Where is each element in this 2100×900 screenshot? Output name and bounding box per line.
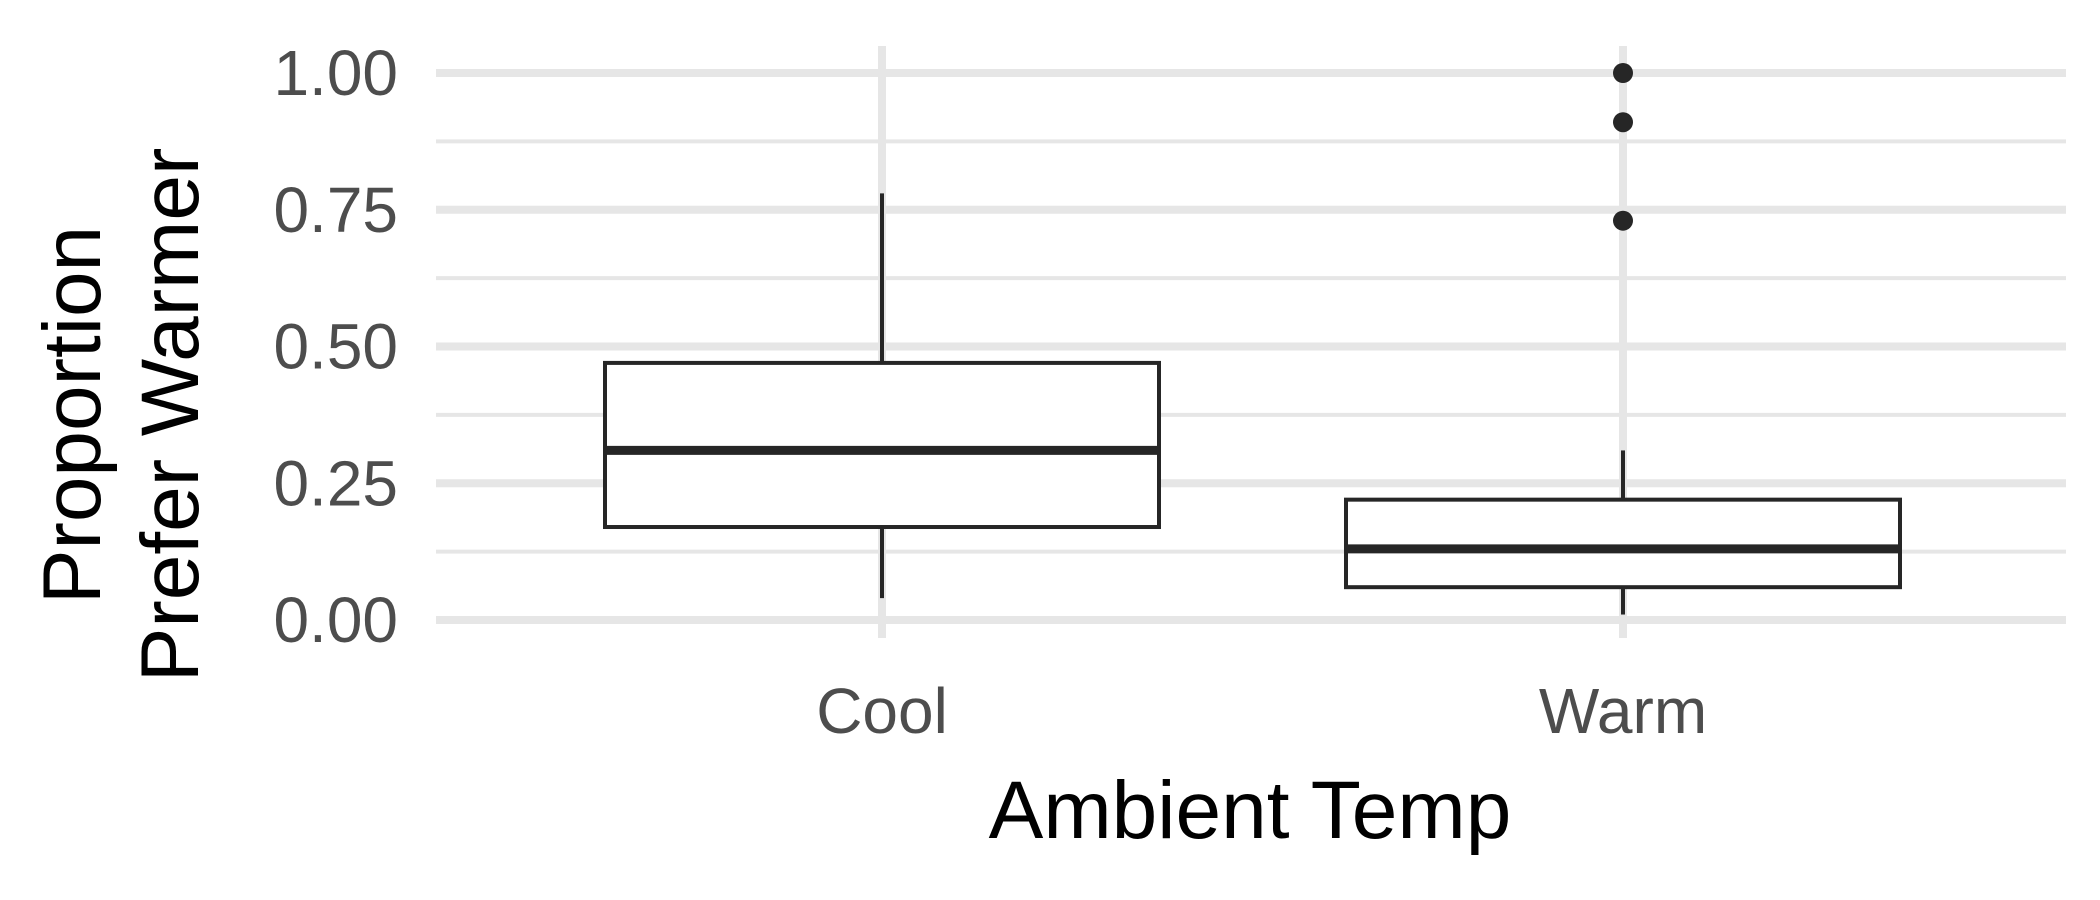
iqr-box (1344, 497, 1902, 590)
y-tick-label: 0.75 (273, 174, 398, 246)
y-tick-label: 0.50 (273, 311, 398, 383)
outlier-point (1613, 210, 1633, 231)
y-tick-labels: 0.00 0.25 0.50 0.75 1.00 (273, 37, 398, 656)
y-tick-label: 1.00 (273, 37, 398, 109)
outlier-point (1613, 112, 1633, 133)
y-tick-label: 0.00 (273, 584, 398, 656)
y-axis-title: Proportion Prefer Warmer (27, 148, 216, 683)
x-tick-label: Warm (1539, 675, 1707, 747)
box-cool (603, 193, 1161, 599)
iqr-box (603, 360, 1161, 530)
y-axis-title-line-2: Prefer Warmer (125, 148, 216, 683)
box-warm (1344, 63, 1902, 615)
x-tick-labels: Cool Warm (816, 675, 1707, 747)
boxes (603, 63, 1902, 615)
x-tick-label: Cool (816, 675, 948, 747)
y-axis-title-line-1: Proportion (27, 226, 118, 604)
y-tick-label: 0.25 (273, 447, 398, 519)
x-axis-title: Ambient Temp (989, 765, 1512, 856)
outlier-point (1613, 63, 1633, 83)
